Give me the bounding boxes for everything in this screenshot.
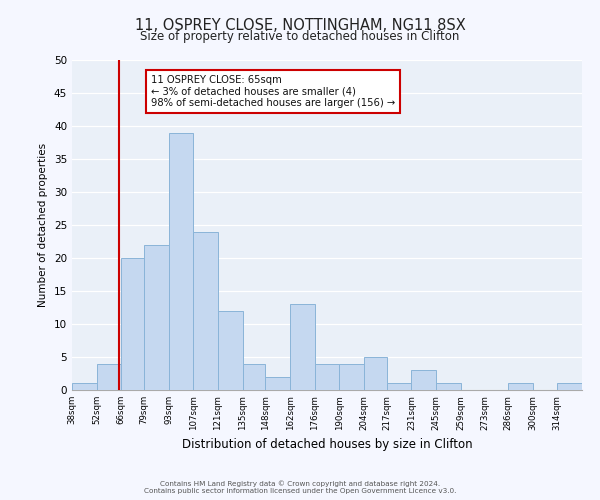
X-axis label: Distribution of detached houses by size in Clifton: Distribution of detached houses by size … <box>182 438 472 451</box>
Text: Size of property relative to detached houses in Clifton: Size of property relative to detached ho… <box>140 30 460 43</box>
Bar <box>121 258 144 390</box>
Bar <box>557 384 582 390</box>
Bar <box>218 311 242 390</box>
Bar <box>508 384 533 390</box>
Bar <box>72 384 97 390</box>
Bar <box>144 245 169 390</box>
Bar <box>242 364 265 390</box>
Bar <box>265 377 290 390</box>
Bar <box>193 232 218 390</box>
Bar <box>387 384 412 390</box>
Y-axis label: Number of detached properties: Number of detached properties <box>38 143 49 307</box>
Bar <box>412 370 436 390</box>
Text: Contains HM Land Registry data © Crown copyright and database right 2024.
Contai: Contains HM Land Registry data © Crown c… <box>144 480 456 494</box>
Bar <box>436 384 461 390</box>
Text: 11 OSPREY CLOSE: 65sqm
← 3% of detached houses are smaller (4)
98% of semi-detac: 11 OSPREY CLOSE: 65sqm ← 3% of detached … <box>151 75 395 108</box>
Text: 11, OSPREY CLOSE, NOTTINGHAM, NG11 8SX: 11, OSPREY CLOSE, NOTTINGHAM, NG11 8SX <box>134 18 466 32</box>
Bar <box>97 364 121 390</box>
Bar <box>169 132 193 390</box>
Bar <box>314 364 340 390</box>
Bar <box>364 357 387 390</box>
Bar <box>340 364 364 390</box>
Bar <box>290 304 314 390</box>
